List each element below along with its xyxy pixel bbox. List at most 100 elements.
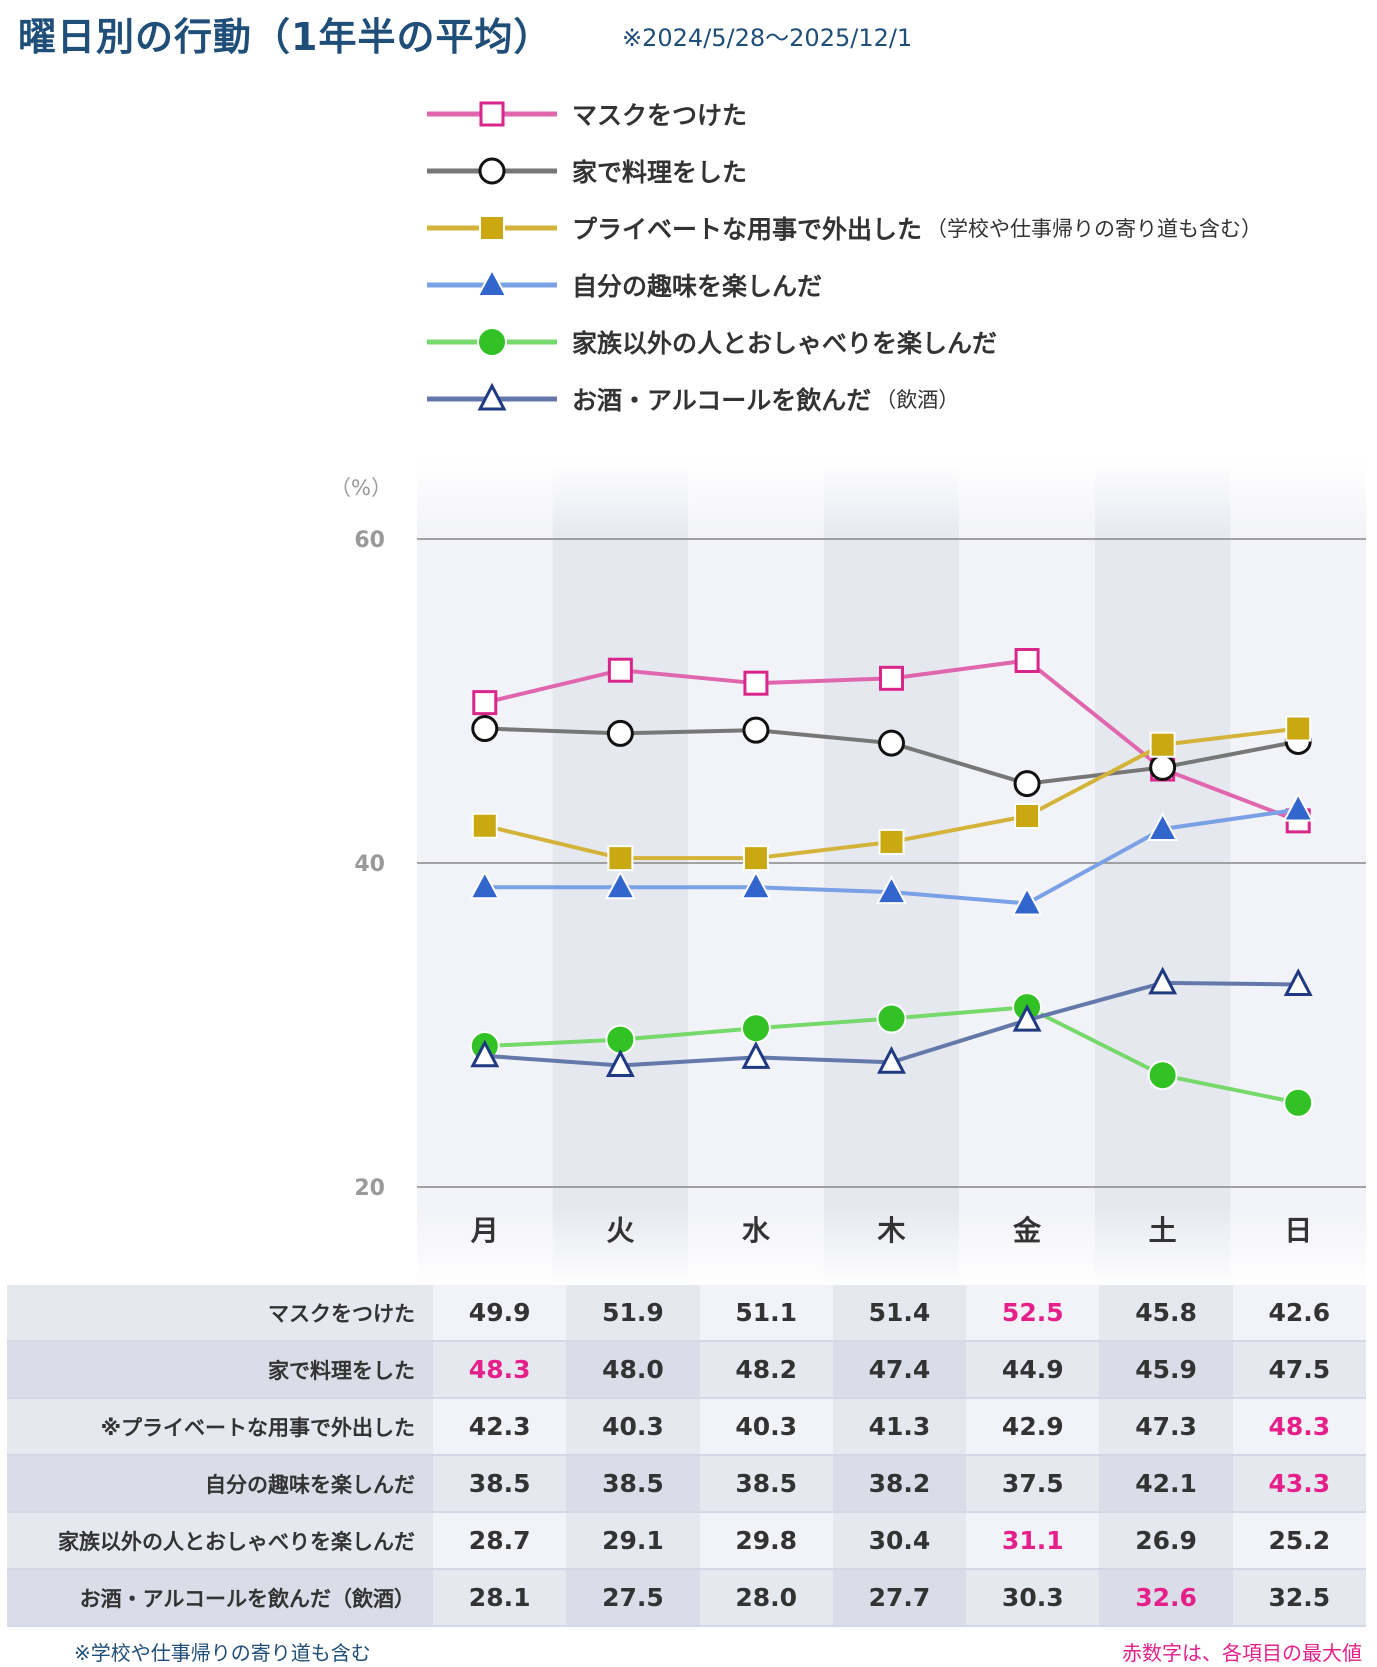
legend-label: マスクをつけた [572,100,748,130]
table-row: 自分の趣味を楽しんだ 38.5 38.5 38.5 38.2 37.5 42.1 43.3 [7,1455,1366,1513]
x-tick-label: 日 [1284,1214,1312,1247]
table-cell: 47.4 [832,1341,967,1399]
table-cell: 47.5 [1232,1341,1366,1399]
table-cell: 49.9 [433,1285,567,1342]
legend-marker-icon [427,157,557,184]
footnote-left: ※学校や仕事帰りの寄り道も含む [74,1641,371,1665]
table-cell: 29.1 [566,1512,700,1570]
legend-label: 自分の趣味を楽しんだ [572,271,823,301]
data-point [607,845,634,872]
legend-marker-icon [427,101,557,126]
data-point [1283,1087,1314,1118]
table-cell: 48.2 [699,1341,833,1399]
data-point [471,715,499,743]
legend-marker-icon [427,326,557,357]
table-cell: 32.6 [1099,1569,1233,1627]
table-cell: 52.5 [966,1285,1100,1342]
legend-label: お酒・アルコールを飲んだ [572,385,872,415]
table-cell: 27.5 [566,1569,700,1627]
y-axis-unit: （%） [330,476,392,500]
data-point [469,870,501,900]
data-point [875,875,908,905]
legend-item: 家で料理をした [425,142,1262,199]
legend-marker [478,157,506,184]
legend-item: お酒・アルコールを飲んだ （飲酒） [425,370,1262,427]
table-cell: 27.7 [832,1569,967,1627]
x-tick-label: 火 [606,1214,634,1247]
data-point [743,670,769,696]
table-cell: 40.3 [699,1398,833,1456]
legend-marker [476,267,508,297]
legend-marker [479,214,505,241]
table-cell: 38.5 [433,1455,567,1513]
table-cell: 48.0 [566,1341,700,1399]
table-cell: 25.2 [1232,1512,1366,1570]
table-cell: 42.9 [966,1398,1100,1456]
data-point [1149,731,1176,758]
table-cell: 38.5 [699,1455,833,1513]
table-cell: 47.3 [1099,1398,1233,1456]
header-fade [417,460,1366,540]
line-chart: 20 40 60 （%） 月 火 水 木 金 土 日 [330,460,1366,1290]
footer-fade [417,1205,1366,1290]
data-point [1146,811,1179,841]
table-cell: 38.5 [566,1455,700,1513]
table-row: マスクをつけた 49.9 51.9 51.1 51.4 52.5 45.8 42.6 [7,1285,1366,1342]
legend-label: 家族以外の人とおしゃべりを楽しんだ [572,328,998,358]
table-cell: 37.5 [966,1455,1100,1513]
y-tick-label: 20 [354,1176,385,1201]
data-point [878,828,905,855]
date-range: ※2024/5/28〜2025/12/1 [622,24,913,52]
data-point [1147,1060,1178,1091]
data-point [1285,715,1312,742]
data-point [1012,1003,1042,1032]
column-band [1094,460,1231,1290]
legend-label: 家で料理をした [572,157,748,187]
table-cell: 48.3 [1232,1398,1366,1456]
data-point [742,845,769,872]
row-label: 家族以外の人とおしゃべりを楽しんだ [7,1512,433,1570]
table-cell: 28.7 [433,1512,567,1570]
data-point [740,870,772,900]
data-point [1014,803,1041,830]
table-cell: 28.0 [699,1569,833,1627]
data-point [604,870,637,900]
legend-marker [477,326,507,357]
row-label: 自分の趣味を楽しんだ [7,1455,433,1513]
data-point [879,665,904,691]
legend-marker [479,101,505,126]
table-cell: 31.1 [966,1512,1100,1570]
series [469,992,1314,1118]
data-point [471,812,498,839]
data-point [1282,792,1314,822]
legend-item: マスクをつけた [425,85,1262,142]
data-point [1013,770,1041,798]
data-point [740,1013,771,1044]
table-cell: 51.1 [699,1285,833,1342]
x-tick-label: 土 [1149,1214,1177,1247]
table-cell: 48.3 [433,1341,567,1399]
data-point [876,1003,907,1034]
table-row: ※プライベートな用事で外出した 42.3 40.3 40.3 41.3 42.9 47.3 4… [7,1398,1366,1456]
table-cell: 44.9 [966,1341,1100,1399]
column-band [1230,460,1366,1290]
legend-note: （飲酒） [875,387,960,412]
data-point [605,1049,635,1077]
table-cell: 30.4 [832,1512,967,1570]
legend-item: 自分の趣味を楽しんだ [425,256,1262,313]
legend-marker-icon [427,214,557,241]
legend-item: プライベートな用事で外出した （学校や仕事帰りの寄り道も含む） [425,199,1262,256]
series [470,966,1313,1077]
data-point [470,1039,500,1068]
table-cell: 38.2 [832,1455,967,1513]
legend-label: プライベートな用事で外出した [572,214,923,244]
table-row: 家で料理をした 48.3 48.0 48.2 47.4 44.9 45.9 47.5 [7,1341,1366,1399]
data-point [741,1041,771,1069]
legend-item: 家族以外の人とおしゃべりを楽しんだ [425,313,1262,370]
table-row: 家族以外の人とおしゃべりを楽しんだ 28.7 29.1 29.8 30.4 31.1 26.… [7,1512,1366,1570]
legend-marker-icon [427,267,557,297]
row-label: マスクをつけた [7,1285,433,1342]
x-tick-label: 金 [1012,1214,1042,1247]
data-point [1014,648,1040,673]
table-cell: 26.9 [1099,1512,1233,1570]
